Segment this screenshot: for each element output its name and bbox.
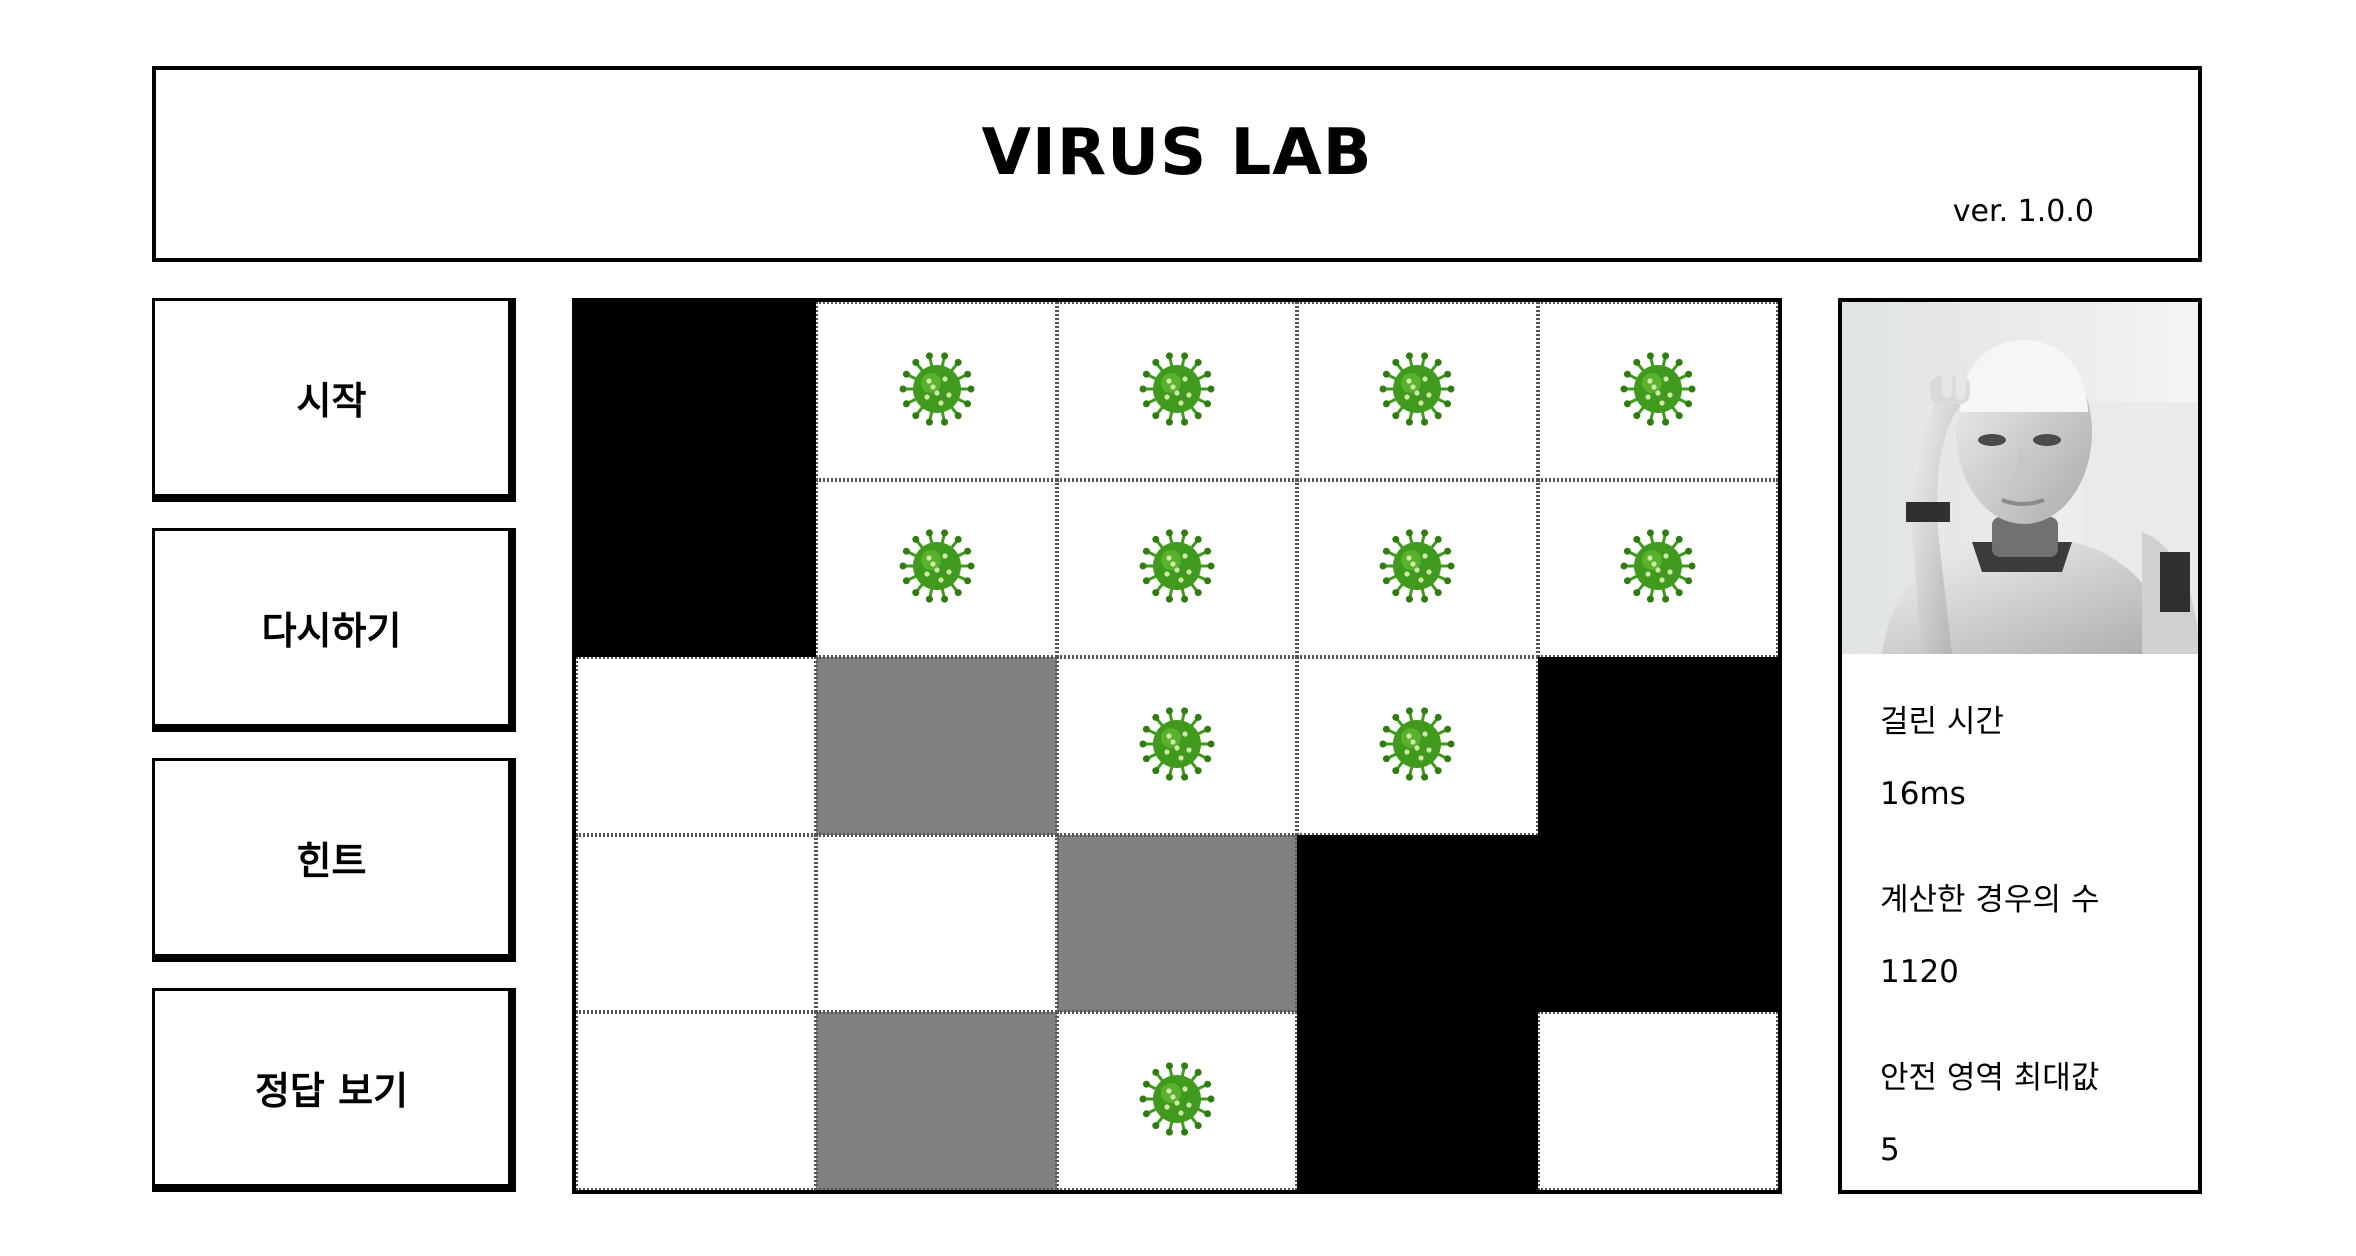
grid-cell-virus[interactable] [1297,302,1538,480]
grid-cell-wall[interactable] [1537,657,1778,835]
hint-button-label: 힌트 [296,839,367,883]
grid-cell-empty[interactable] [576,1012,817,1190]
grid-cell-virus[interactable] [1056,657,1298,835]
robot-portrait-icon [1842,302,2198,654]
virus-icon [1137,349,1217,433]
hint-button[interactable]: 힌트 [152,758,516,962]
virus-icon [1137,526,1217,610]
grid-cell-wall[interactable] [1297,1012,1538,1190]
start-button[interactable]: 시작 [152,298,516,502]
virus-icon [1377,704,1457,788]
elapsed-time-value: 16ms [1880,776,1966,812]
grid-cell-wall[interactable] [1297,834,1538,1013]
grid-cell-virus[interactable] [1537,302,1778,480]
virus-icon [1618,526,1698,610]
restart-button[interactable]: 다시하기 [152,528,516,732]
virus-icon [897,526,977,610]
app-title: VIRUS LAB [981,116,1373,190]
virus-icon [1377,526,1457,610]
grid-cell-safe[interactable] [1056,834,1298,1013]
game-board [572,298,1782,1194]
computed-cases-value: 1120 [1880,954,1959,990]
restart-button-label: 다시하기 [261,609,402,653]
grid-cell-safe[interactable] [816,1012,1057,1190]
max-safe-area-value: 5 [1880,1132,1900,1168]
grid-cell-virus[interactable] [1297,479,1538,658]
grid-cell-empty[interactable] [576,657,817,835]
virus-icon [1377,349,1457,433]
grid-cell-virus[interactable] [816,479,1057,658]
start-button-label: 시작 [296,379,367,423]
show-answer-button-label: 정답 보기 [254,1069,409,1113]
virus-icon [1137,704,1217,788]
grid-cell-virus[interactable] [1537,479,1778,658]
virus-icon [1618,349,1698,433]
grid-cell-safe[interactable] [816,657,1057,835]
grid-cell-wall[interactable] [576,479,817,658]
version-label: ver. 1.0.0 [1952,194,2094,229]
virus-icon [1137,1059,1217,1143]
grid-cell-virus[interactable] [1056,1012,1298,1190]
header-panel: VIRUS LAB ver. 1.0.0 [152,66,2202,262]
elapsed-time-label: 걸린 시간 [1880,704,2004,740]
grid-cell-virus[interactable] [1056,479,1298,658]
virus-icon [897,349,977,433]
grid-cell-virus[interactable] [816,302,1057,480]
grid-cell-empty[interactable] [1537,1012,1778,1190]
max-safe-area-label: 안전 영역 최대값 [1880,1060,2100,1096]
grid-cell-virus[interactable] [1056,302,1298,480]
grid-cell-wall[interactable] [1537,834,1778,1013]
sidebar: 시작 다시하기 힌트 정답 보기 [152,298,516,1198]
grid-cell-empty[interactable] [816,834,1057,1013]
computed-cases-label: 계산한 경우의 수 [1880,882,2100,918]
info-panel: 걸린 시간 16ms 계산한 경우의 수 1120 안전 영역 최대값 5 [1838,298,2202,1194]
show-answer-button[interactable]: 정답 보기 [152,988,516,1192]
grid-cell-virus[interactable] [1297,657,1538,835]
grid-cell-wall[interactable] [576,302,817,480]
grid-cell-empty[interactable] [576,834,817,1013]
